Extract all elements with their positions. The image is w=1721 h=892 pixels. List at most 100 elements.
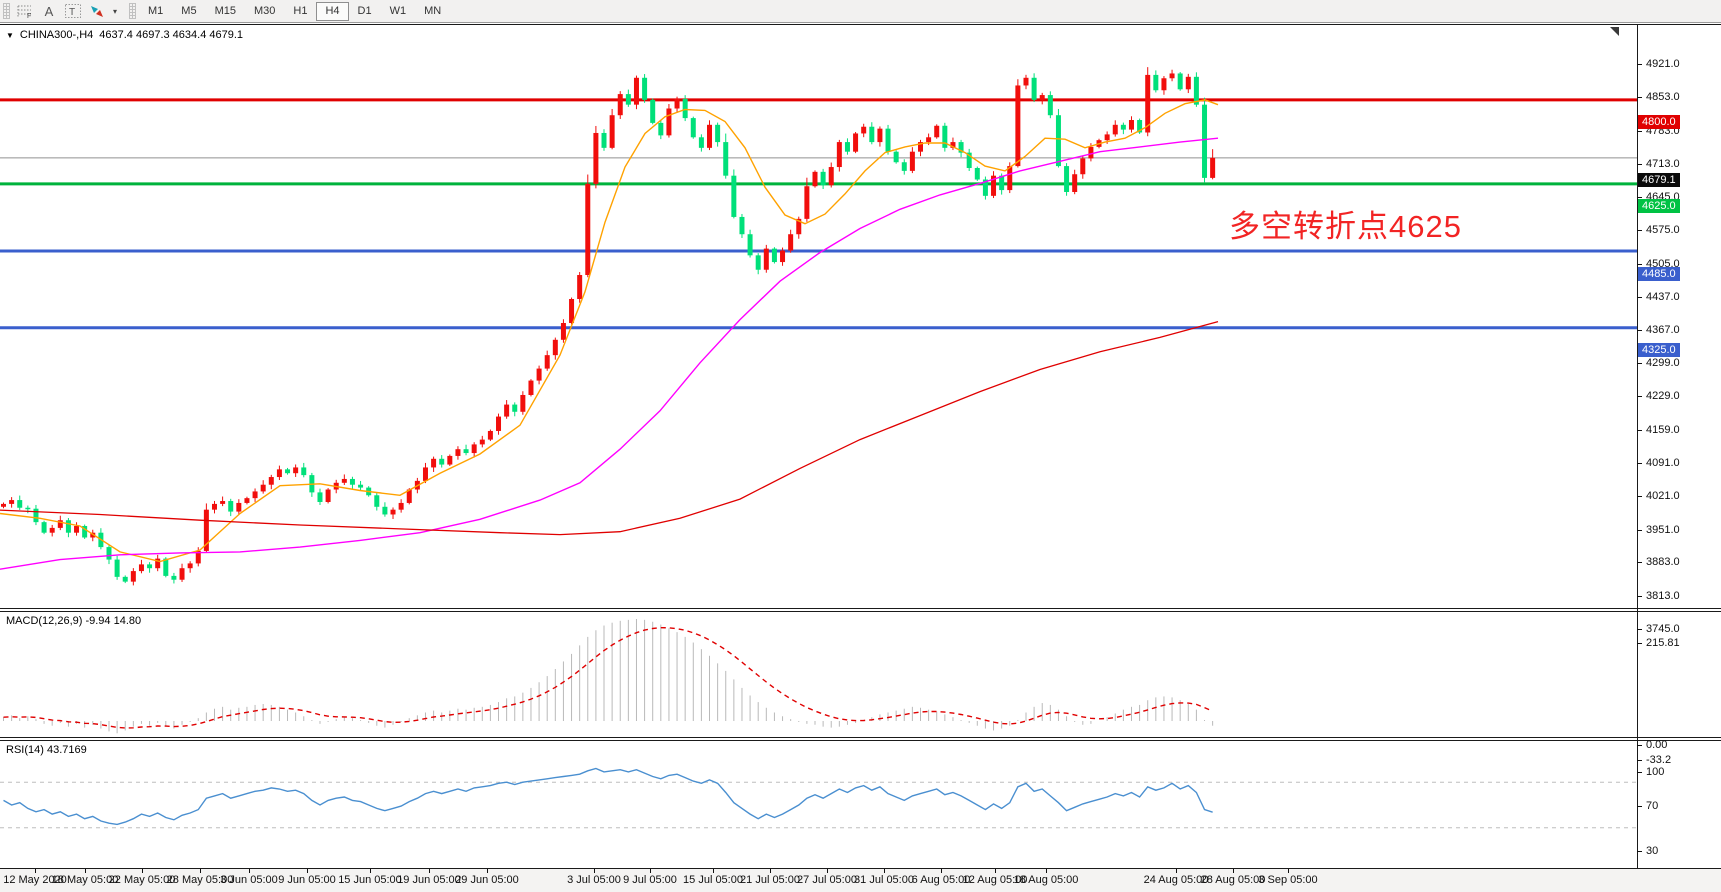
date-tick xyxy=(85,869,86,873)
price-tick xyxy=(1637,562,1642,563)
timeframe-button-w1[interactable]: W1 xyxy=(389,5,407,17)
timeframe-button-m30[interactable]: M30 xyxy=(253,5,276,17)
date-tick-label: 15 Jun 05:00 xyxy=(338,874,402,886)
date-tick xyxy=(827,869,828,873)
rsi-canvas[interactable] xyxy=(0,741,1721,868)
price-tick xyxy=(1637,530,1642,531)
chart-title: ▼ CHINA300-,H4 4637.4 4697.3 4634.4 4679… xyxy=(6,29,243,41)
timeframe-button-m5[interactable]: M5 xyxy=(181,5,197,17)
date-tick xyxy=(370,869,371,873)
arrows-icon[interactable] xyxy=(86,1,108,21)
pane-splitter-2[interactable] xyxy=(0,737,1721,741)
date-tick xyxy=(142,869,143,873)
main-price-pane[interactable]: ▼ CHINA300-,H4 4637.4 4697.3 4634.4 4679… xyxy=(0,24,1721,608)
price-tick xyxy=(1637,430,1642,431)
rsi-tick xyxy=(1637,851,1642,852)
rsi-pane[interactable]: RSI(14) 43.7169 xyxy=(0,741,1721,868)
macd-tick-label: 215.81 xyxy=(1646,637,1680,649)
date-tick xyxy=(650,869,651,873)
price-tick xyxy=(1637,64,1642,65)
price-tick xyxy=(1637,197,1642,198)
price-tick xyxy=(1637,396,1642,397)
date-tick xyxy=(307,869,308,873)
timeframe-button-m1[interactable]: M1 xyxy=(148,5,164,17)
rsi-tick-label: 70 xyxy=(1646,800,1659,812)
fibonacci-icon[interactable]: F xyxy=(14,1,36,21)
date-tick-label: 24 Aug 05:00 xyxy=(1143,874,1209,886)
macd-label: MACD(12,26,9) -9.94 14.80 xyxy=(6,615,142,627)
timeframe-button-h4[interactable]: H4 xyxy=(316,1,349,21)
rsi-tick xyxy=(1637,772,1642,773)
price-tick-label: 3745.0 xyxy=(1646,623,1680,635)
date-tick xyxy=(200,869,201,873)
price-tick xyxy=(1637,463,1642,464)
price-tick xyxy=(1637,629,1642,630)
chart-symbol-label: CHINA300-,H4 xyxy=(19,29,94,41)
date-tick-label: 28 Aug 05:00 xyxy=(1200,874,1266,886)
label-icon[interactable]: T xyxy=(62,1,84,21)
macd-tick xyxy=(1637,643,1642,644)
date-tick-label: 18 Aug 05:00 xyxy=(1013,874,1079,886)
date-axis[interactable]: 12 May 2020 18 May 05:00 22 May 05:00 28 Ma… xyxy=(0,869,1721,892)
price-tick-label: 3813.0 xyxy=(1646,590,1680,602)
chart-shift-marker-icon[interactable] xyxy=(1610,27,1619,36)
date-tick-label: 12 May 2020 xyxy=(3,874,67,886)
date-tick xyxy=(1046,869,1047,873)
toolbar: F A T ▾ M1 M5 M15 M30 H1 H4 D1 W1 MN xyxy=(0,0,1721,23)
date-tick xyxy=(770,869,771,873)
text-icon[interactable]: A xyxy=(44,3,54,19)
date-tick-label: 21 Jul 05:00 xyxy=(740,874,800,886)
price-tick xyxy=(1637,264,1642,265)
price-tick-label: 4921.0 xyxy=(1646,58,1680,70)
pane-splitter-1[interactable] xyxy=(0,608,1721,612)
date-tick-label: 31 Jul 05:00 xyxy=(854,874,914,886)
price-level-badge: 4485.0 xyxy=(1638,267,1680,281)
rsi-label: RSI(14) 43.7169 xyxy=(6,744,87,756)
dropdown-caret-icon[interactable]: ▾ xyxy=(112,6,117,16)
date-tick xyxy=(594,869,595,873)
date-tick xyxy=(713,869,714,873)
price-tick-label: 3951.0 xyxy=(1646,524,1680,536)
price-tick xyxy=(1637,330,1642,331)
toolbar-grip[interactable] xyxy=(3,3,10,19)
price-tick xyxy=(1637,97,1642,98)
date-tick xyxy=(35,869,36,873)
macd-pane[interactable]: MACD(12,26,9) -9.94 14.80 xyxy=(0,612,1721,737)
date-tick xyxy=(1288,869,1289,873)
price-tick-label: 4367.0 xyxy=(1646,324,1680,336)
price-axis-border xyxy=(1637,24,1638,869)
date-tick-label: 3 Sep 05:00 xyxy=(1258,874,1318,886)
date-tick-label: 27 Jul 05:00 xyxy=(797,874,857,886)
timeframe-button-m15[interactable]: M15 xyxy=(214,5,236,17)
timeframe-button-h1[interactable]: H1 xyxy=(293,5,308,17)
chart-area: ▼ CHINA300-,H4 4637.4 4697.3 4634.4 4679… xyxy=(0,24,1721,892)
price-tick xyxy=(1637,230,1642,231)
timeframe-button-d1[interactable]: D1 xyxy=(357,5,372,17)
svg-text:F: F xyxy=(27,13,31,19)
date-tick xyxy=(995,869,996,873)
date-tick xyxy=(249,869,250,873)
price-tick-label: 4159.0 xyxy=(1646,424,1680,436)
main-chart-canvas[interactable] xyxy=(0,25,1721,609)
chart-title-caret-icon[interactable]: ▼ xyxy=(6,30,14,40)
date-tick xyxy=(884,869,885,873)
date-tick-label: 28 May 05:00 xyxy=(166,874,234,886)
price-tick-label: 4021.0 xyxy=(1646,490,1680,502)
price-tick-label: 4091.0 xyxy=(1646,457,1680,469)
macd-canvas[interactable] xyxy=(0,612,1721,737)
timeframe-group: M1 M5 M15 M30 H1 H4 D1 W1 MN xyxy=(139,1,450,21)
price-tick-label: 4713.0 xyxy=(1646,158,1680,170)
price-tick xyxy=(1637,363,1642,364)
date-tick-label: 12 Aug 05:00 xyxy=(962,874,1028,886)
date-tick-label: 15 Jul 05:00 xyxy=(683,874,743,886)
timeframe-button-mn[interactable]: MN xyxy=(424,5,442,17)
price-tick-label: 4853.0 xyxy=(1646,91,1680,103)
price-level-badge: 4325.0 xyxy=(1638,343,1680,357)
price-tick xyxy=(1637,131,1642,132)
price-level-badge: 4800.0 xyxy=(1638,115,1680,129)
toolbar-grip-2[interactable] xyxy=(129,3,136,19)
price-tick xyxy=(1637,496,1642,497)
price-tick-label: 4299.0 xyxy=(1646,357,1680,369)
price-annotation: 多空转折点4625 xyxy=(1229,209,1462,244)
